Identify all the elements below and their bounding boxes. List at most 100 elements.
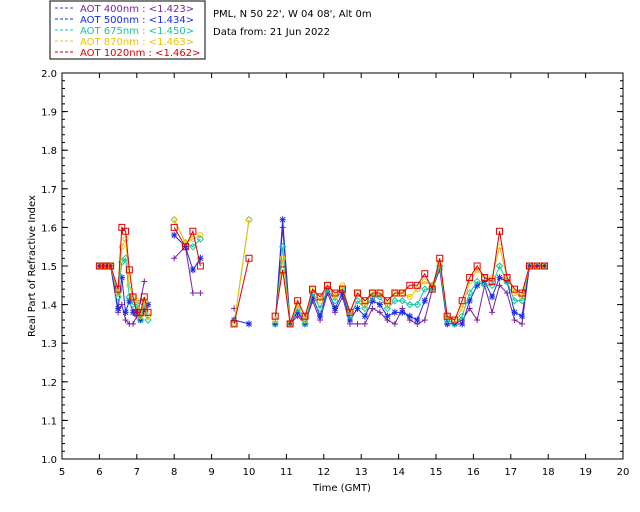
data-point (436, 254, 444, 262)
data-point (444, 320, 451, 328)
x-tick-label: 17 (504, 467, 517, 478)
series-line (274, 231, 545, 325)
data-point (413, 300, 422, 309)
data-point (540, 262, 548, 270)
data-point (504, 290, 511, 297)
data-point (510, 297, 519, 305)
series-0 (96, 224, 548, 327)
data-point (339, 282, 346, 289)
data-point (406, 300, 414, 309)
data-point (391, 289, 399, 297)
data-point (301, 312, 309, 320)
x-tick-label: 14 (392, 467, 405, 478)
legend-box (49, 0, 206, 60)
data-point (140, 293, 148, 301)
data-point (511, 285, 519, 293)
data-point (332, 293, 339, 300)
data-point (279, 266, 287, 274)
data-point (383, 304, 392, 313)
data-point (118, 243, 125, 250)
x-tick-label: 9 (208, 467, 214, 478)
data-point (458, 312, 466, 320)
data-point (361, 312, 368, 320)
x-tick-label: 12 (317, 467, 330, 478)
data-point (99, 262, 107, 270)
data-point (115, 304, 122, 312)
data-point (133, 308, 141, 316)
x-tick-label: 20 (617, 467, 630, 478)
data-point (421, 278, 428, 285)
data-point (503, 274, 511, 282)
data-point (107, 262, 115, 270)
data-point (339, 285, 346, 293)
data-point (519, 293, 526, 300)
data-point (369, 305, 376, 312)
data-point (346, 316, 353, 324)
data-point (122, 317, 129, 324)
data-point (346, 308, 354, 316)
series-line (173, 234, 201, 272)
legend-label: AOT 675nm : <1.450> (80, 26, 194, 37)
data-point (414, 286, 421, 293)
data-point (361, 320, 368, 327)
data-point (489, 309, 496, 316)
data-point (473, 262, 481, 270)
y-tick-label: 1.2 (41, 378, 57, 389)
data-point (406, 293, 413, 300)
x-tick-label: 5 (59, 467, 65, 478)
data-point (245, 254, 253, 262)
x-tick-label: 6 (96, 467, 102, 478)
data-point (196, 262, 204, 270)
data-point (458, 297, 466, 305)
data-point (114, 285, 122, 293)
data-point (189, 227, 197, 235)
data-point (488, 277, 496, 285)
data-point (421, 297, 428, 305)
data-point (421, 270, 429, 278)
y-tick-label: 1.3 (41, 339, 57, 350)
data-point (376, 309, 383, 316)
data-point (125, 266, 133, 274)
location-label: PML, N 50 22', W 04 08', Alt 0m (213, 9, 372, 20)
data-point (481, 274, 489, 282)
series-line (99, 226, 149, 313)
series-4 (95, 223, 548, 328)
data-point (272, 317, 279, 324)
data-point (316, 304, 324, 313)
series-line (173, 227, 201, 267)
data-point (480, 281, 489, 290)
y-axis-title: Real Part of Refractive Index (27, 195, 38, 337)
data-point (421, 285, 429, 293)
data-point (317, 297, 324, 304)
data-point (115, 290, 122, 297)
data-point (391, 320, 398, 327)
data-point (170, 223, 178, 231)
data-point (391, 297, 399, 305)
data-point (189, 266, 196, 274)
y-tick-label: 1.8 (41, 146, 57, 157)
data-point (489, 293, 496, 301)
legend-label: AOT 500nm : <1.434> (80, 15, 194, 26)
y-tick-label: 1.5 (41, 262, 57, 273)
data-point (95, 262, 103, 270)
data-point (246, 320, 252, 328)
y-tick-label: 1.6 (41, 223, 57, 234)
y-tick-label: 1.1 (41, 416, 57, 427)
data-point (361, 301, 368, 308)
data-point (519, 320, 526, 327)
data-point (197, 232, 204, 239)
data-point (368, 289, 376, 297)
data-point (391, 308, 398, 316)
data-point (103, 262, 111, 270)
data-point (406, 281, 414, 289)
data-point (230, 320, 238, 328)
data-point (354, 304, 361, 312)
y-tick-label: 1.9 (41, 108, 57, 119)
data-point (473, 277, 481, 286)
data-point (181, 243, 189, 251)
data-point (376, 301, 383, 309)
y-tick-label: 1.7 (41, 185, 57, 196)
data-point (122, 308, 129, 316)
data-point (533, 262, 541, 270)
